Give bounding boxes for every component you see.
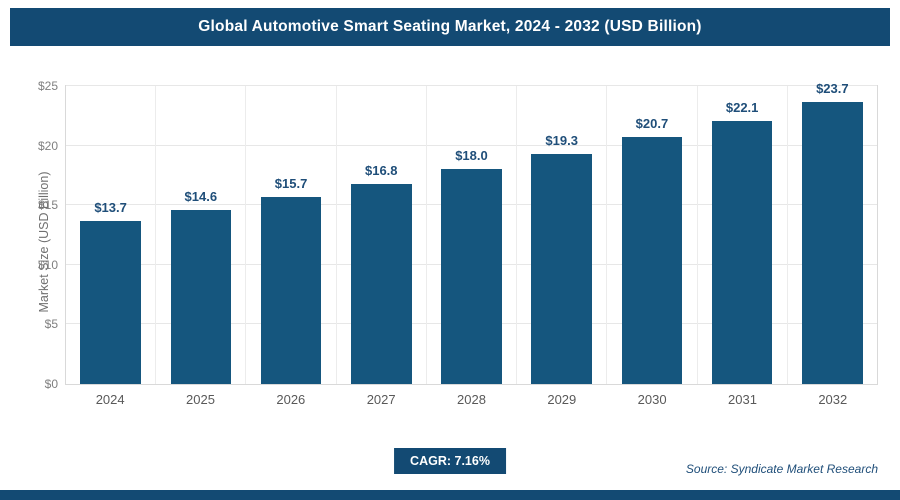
gridline-20: [66, 144, 877, 146]
chart-title: Global Automotive Smart Seating Market, …: [198, 18, 702, 35]
chart-title-bar: Global Automotive Smart Seating Market, …: [10, 8, 890, 46]
bar-value-label-2029: $19.3: [545, 132, 578, 148]
y-tick-label: $0: [44, 377, 58, 391]
source-attribution: Source: Syndicate Market Research: [685, 462, 878, 476]
y-tick-label: $15: [37, 198, 58, 213]
x-tick-label-2024: 2024: [95, 392, 125, 407]
bar-value-label-2027: $16.8: [364, 162, 398, 178]
bar-2031: [711, 120, 773, 384]
y-tick-label: $10: [37, 257, 58, 272]
cagr-badge: CAGR: 7.16%: [394, 448, 506, 474]
bar-2027: [350, 183, 412, 384]
bar-slot-2027: $16.8: [335, 86, 426, 384]
x-tick-label-2027: 2027: [366, 392, 396, 407]
y-tick-label: $20: [37, 138, 58, 153]
y-axis-title: Market Size (USD Billion): [37, 171, 51, 313]
bar-2032: [802, 101, 863, 384]
bars-container: $13.7 $14.6 $15.7 $16.8 $18.0 $19.3 $20.7 $22.1…: [66, 81, 877, 384]
x-tick-label-2032: 2032: [818, 392, 848, 407]
bar-slot-2031: $22.1: [696, 86, 787, 384]
y-tick-label: $25: [37, 79, 58, 93]
bar-2030: [621, 137, 683, 384]
bar-slot-2028: $18.0: [425, 86, 516, 384]
x-tick-label-2028: 2028: [457, 392, 486, 407]
x-axis: 2024 2025 2026 2027 2028 2029 2030 2031 2032: [65, 392, 878, 407]
bar-value-label-2030: $20.7: [635, 116, 669, 132]
x-tick-label-2025: 2025: [186, 392, 215, 407]
x-tick-label-2029: 2029: [547, 392, 577, 407]
bar-slot-2032: $23.7: [786, 81, 877, 384]
bar-value-label-2031: $22.1: [725, 99, 759, 115]
bar-2028: [441, 169, 502, 384]
bar-2024: [80, 220, 141, 384]
plot-area: $0 $5 $10 $15 $20 $25 $13.7 $14.6 $15.7 $16.8 $18.…: [38, 79, 878, 391]
footer-accent-strip: [0, 490, 900, 500]
bar-value-label-2026: $15.7: [274, 175, 308, 191]
bar-2025: [170, 209, 232, 384]
bar-value-label-2028: $18.0: [455, 148, 488, 164]
x-tick-label-2030: 2030: [637, 392, 667, 407]
bar-slot-2030: $20.7: [606, 86, 696, 384]
x-tick-label-2031: 2031: [728, 392, 757, 407]
bar-value-label-2032: $23.7: [816, 80, 849, 96]
gridline-25: [66, 85, 877, 86]
bar-slot-2029: $19.3: [516, 86, 606, 384]
x-tick-label-2026: 2026: [276, 392, 306, 407]
bar-value-label-2024: $13.7: [94, 199, 127, 215]
bar-value-label-2025: $14.6: [184, 188, 218, 204]
bar-slot-2024: $13.7: [66, 86, 155, 384]
bar-slot-2026: $15.7: [245, 86, 335, 384]
y-tick-label: $5: [44, 317, 58, 332]
bar-slot-2025: $14.6: [155, 86, 245, 384]
bar-2029: [531, 153, 593, 384]
bar-2026: [260, 196, 322, 384]
